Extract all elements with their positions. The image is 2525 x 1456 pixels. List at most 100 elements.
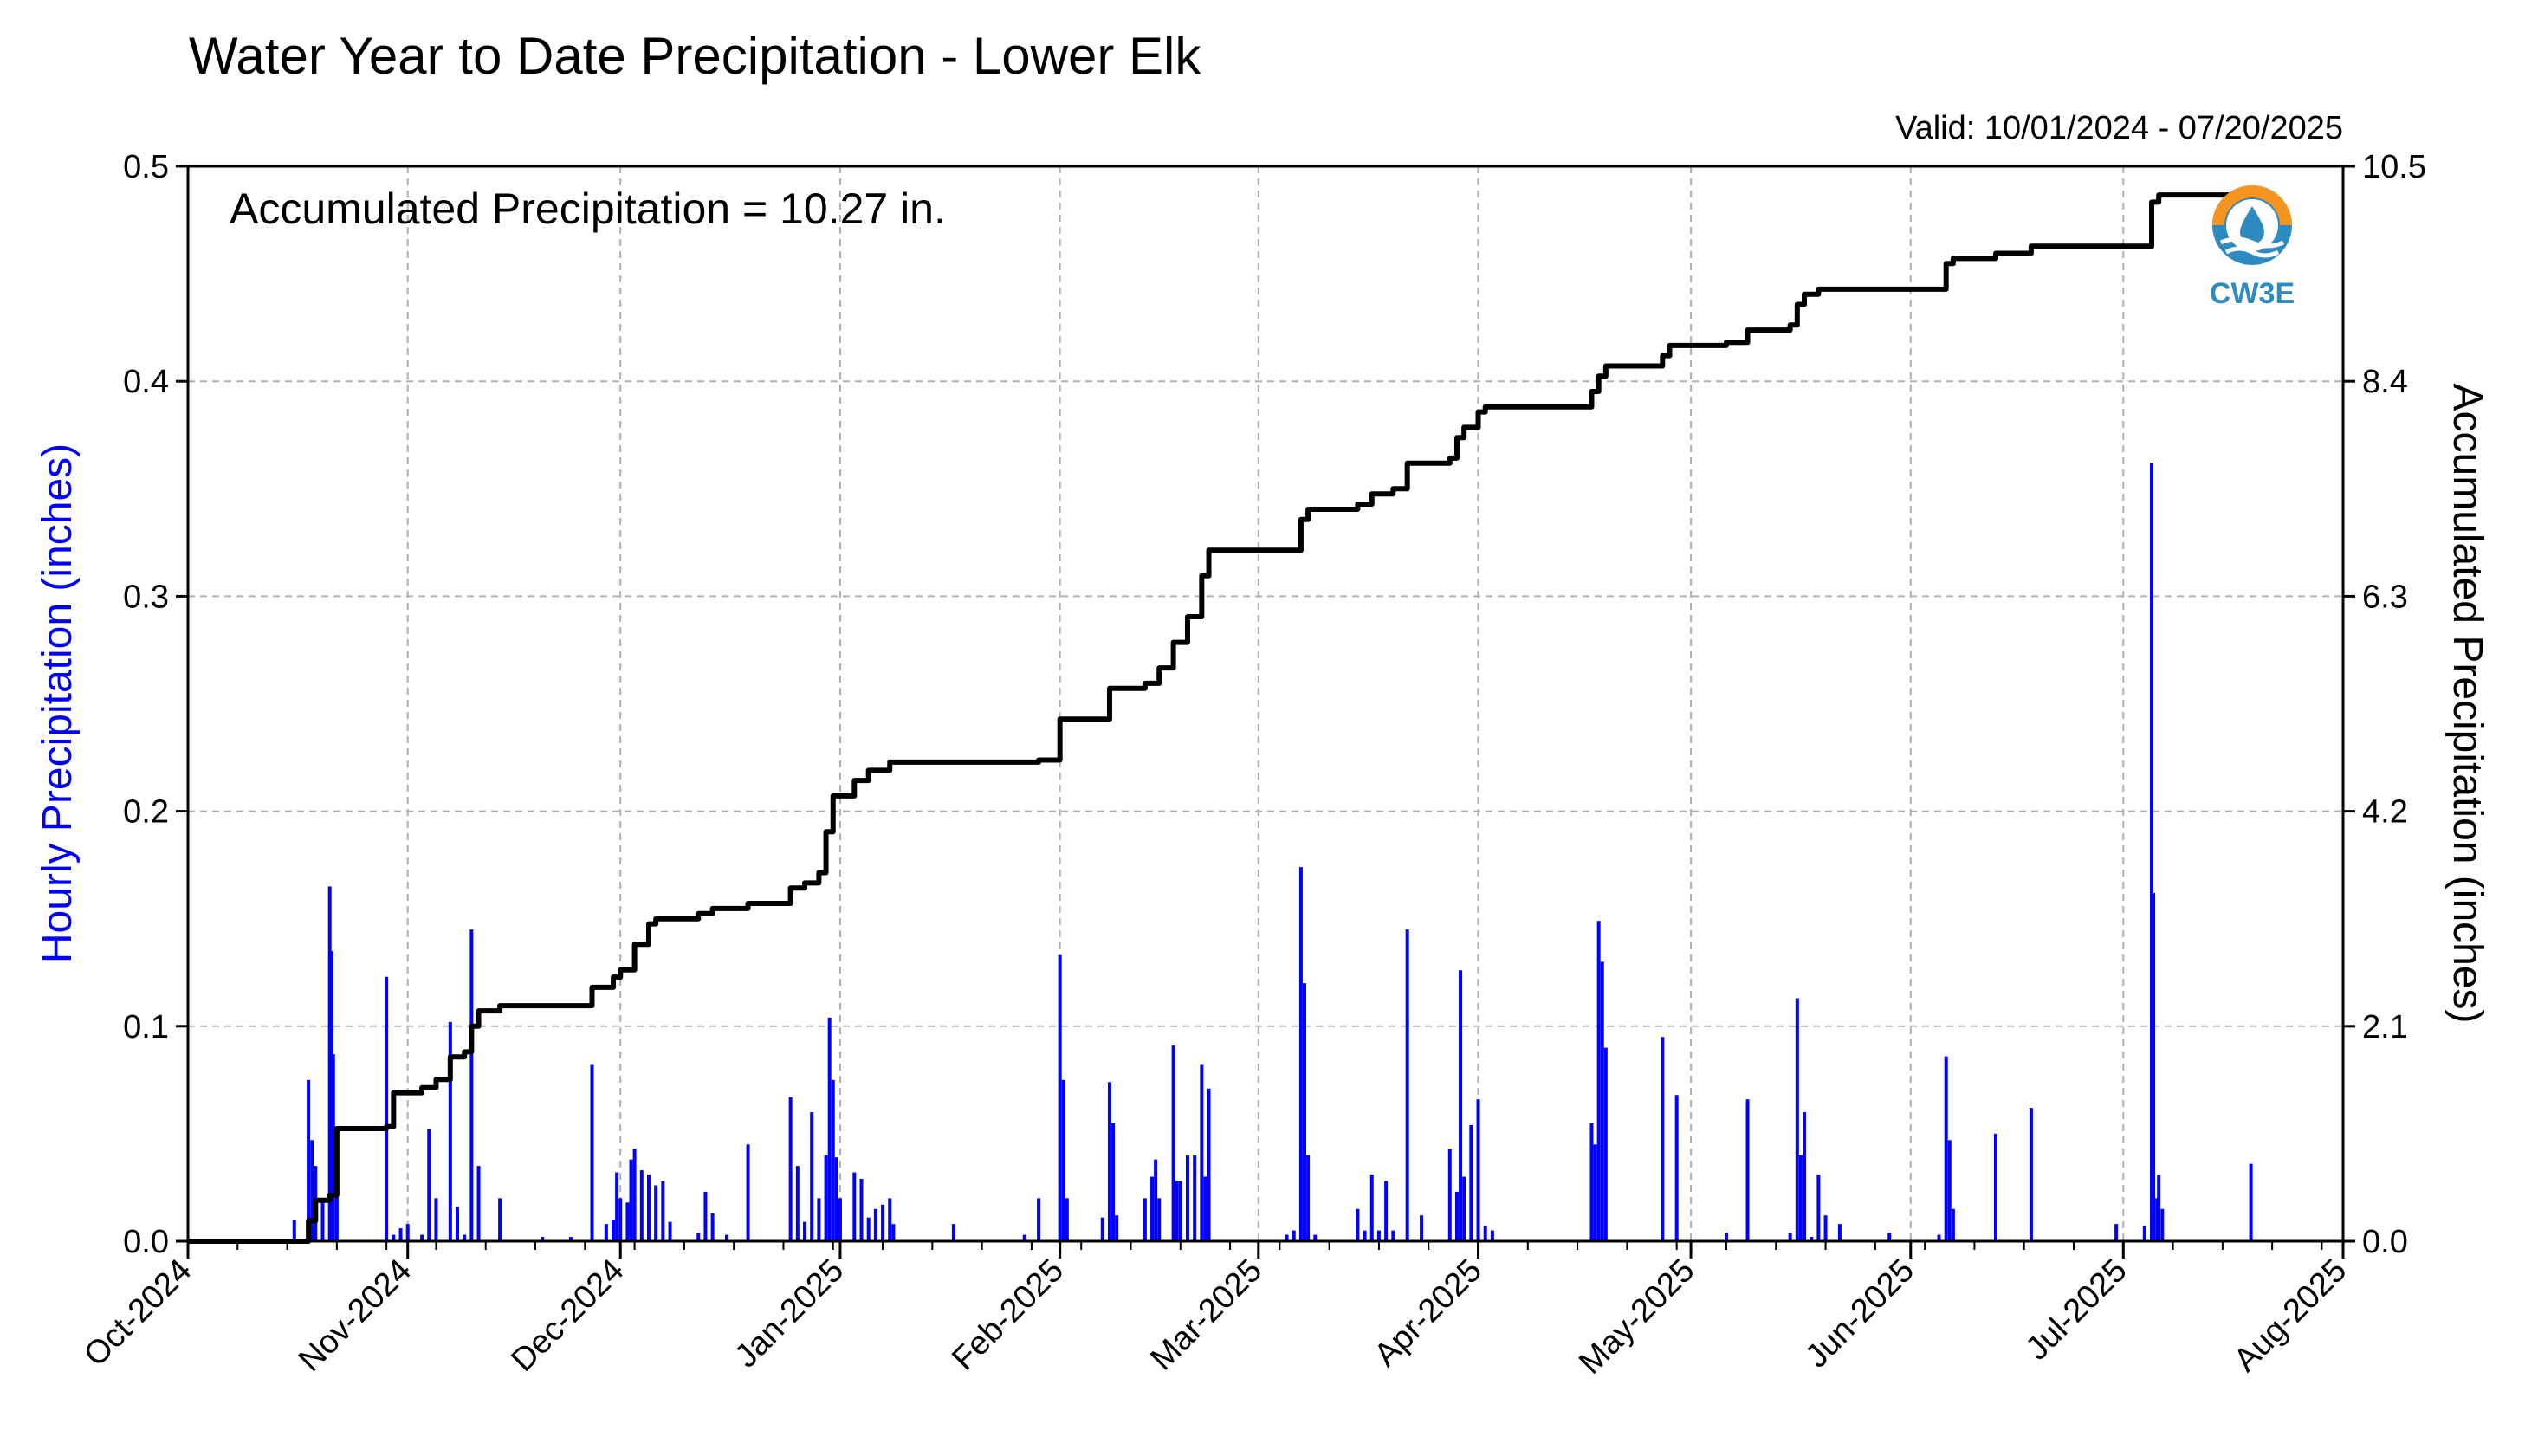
hourly-bar (1589, 1123, 1594, 1241)
hourly-bar (629, 1159, 633, 1241)
wave-icon (2219, 236, 2285, 249)
hourly-bar (639, 1170, 644, 1241)
hourly-bar (590, 1064, 594, 1241)
y-tick-label-left: 0.3 (123, 579, 169, 615)
hourly-bar (2152, 892, 2156, 1241)
hourly-bar (746, 1144, 750, 1241)
hourly-bar (398, 1228, 403, 1241)
hourly-bar (824, 1155, 828, 1241)
hourly-bar (2029, 1108, 2033, 1241)
hourly-bar (1603, 1047, 1608, 1241)
y-axis-label-left: Hourly Precipitation (inches) (35, 443, 81, 963)
hourly-bar (1356, 1208, 1360, 1241)
hourly-bar (852, 1172, 857, 1241)
hourly-bar (1171, 1045, 1175, 1241)
hourly-bar (618, 1198, 623, 1241)
hourly-bar (1363, 1230, 1367, 1241)
hourly-bar (1674, 1095, 1679, 1241)
hourly-bar (2155, 1198, 2159, 1241)
hourly-bar (1798, 1155, 1803, 1241)
hourly-bar (320, 1198, 325, 1241)
y-tick-label-right: 10.5 (2362, 149, 2426, 185)
hourly-bar (1816, 1175, 1821, 1241)
hourly-bar (625, 1202, 630, 1241)
hourly-bar (696, 1233, 701, 1241)
hourly-bar (827, 1017, 832, 1241)
hourly-bar (327, 886, 332, 1241)
hourly-bar (334, 1176, 339, 1241)
hourly-bar (873, 1208, 877, 1241)
hourly-bar (668, 1221, 672, 1241)
hourly-bar (1022, 1234, 1026, 1241)
hourly-bar (329, 950, 333, 1241)
hourly-bar (654, 1185, 658, 1241)
hourly-bar (1154, 1159, 1158, 1241)
hourly-bar (1593, 1144, 1597, 1241)
hourly-bar (834, 1157, 838, 1241)
hourly-bar (1993, 1133, 1997, 1241)
hourly-bar (1462, 1176, 1466, 1241)
y-tick-label-right: 6.3 (2362, 579, 2408, 615)
hourly-bar (405, 1224, 410, 1241)
hourly-bar (795, 1166, 800, 1241)
hourly-bar (2142, 1226, 2146, 1241)
hourly-bar (725, 1234, 728, 1241)
hourly-bar (1150, 1176, 1155, 1241)
hourly-bar (541, 1237, 545, 1241)
plot-frame (186, 165, 2345, 1243)
hourly-bar (331, 1054, 335, 1241)
hourly-bar (838, 1198, 842, 1241)
grid-lines (188, 166, 2343, 1241)
hourly-bar (1951, 1208, 1955, 1241)
hourly-bar (2150, 463, 2154, 1241)
y-tick-label-left: 0.2 (123, 794, 169, 831)
hourly-bar (1207, 1088, 1211, 1241)
hourly-bar (1459, 970, 1463, 1241)
hourly-bar (646, 1175, 651, 1241)
hourly-bar (1887, 1233, 1892, 1241)
hourly-bar (1384, 1181, 1389, 1241)
hourly-bar (1947, 1140, 1952, 1241)
hourly-bar (1061, 1079, 1065, 1241)
hourly-bar (1115, 1215, 1119, 1241)
hourly-bar (1405, 929, 1409, 1241)
hourly-bar (1303, 983, 1307, 1241)
hourly-bar (1285, 1234, 1289, 1241)
hourly-bar (1837, 1224, 1842, 1241)
accumulated-line (188, 187, 2258, 1244)
chart-title: Water Year to Date Precipitation - Lower… (189, 27, 1201, 85)
hourly-bar (1788, 1233, 1792, 1241)
hourly-bar (1454, 1191, 1459, 1241)
y-tick-label-right: 2.1 (2362, 1009, 2408, 1045)
hourly-bar (1483, 1226, 1487, 1241)
hourly-bar (434, 1198, 438, 1241)
hourly-bar (1944, 1056, 1948, 1241)
hourly-bar (1823, 1215, 1828, 1241)
hourly-bar (307, 1079, 311, 1241)
hourly-bar (1724, 1233, 1728, 1241)
hourly-bar (1661, 1037, 1665, 1241)
hourly-bar (385, 976, 389, 1241)
hourly-bar (1596, 921, 1601, 1241)
y-tick-label-left: 0.5 (123, 149, 169, 185)
y-tick-label-left: 0.4 (123, 364, 169, 400)
hourly-bar (463, 1234, 467, 1241)
hourly-bar (710, 1213, 715, 1241)
hourly-bar (951, 1224, 955, 1241)
hourly-bar (1185, 1155, 1189, 1241)
hourly-bar (1313, 1234, 1318, 1241)
water-drop-icon (2240, 206, 2264, 244)
y-tick-label-right: 4.2 (2362, 794, 2408, 831)
hourly-bar (632, 1149, 637, 1241)
hourly-bar (292, 1220, 296, 1241)
hourly-bar (1157, 1198, 1162, 1241)
hourly-bar (881, 1204, 885, 1241)
hourly-bar (1937, 1234, 1941, 1241)
hourly-bar (1745, 1099, 1750, 1241)
hourly-bar (1600, 961, 1604, 1241)
hourly-bar (498, 1198, 502, 1241)
hourly-bar (810, 1112, 814, 1241)
hourly-bar (448, 1021, 452, 1241)
y-tick-label-left: 0.1 (123, 1009, 169, 1045)
